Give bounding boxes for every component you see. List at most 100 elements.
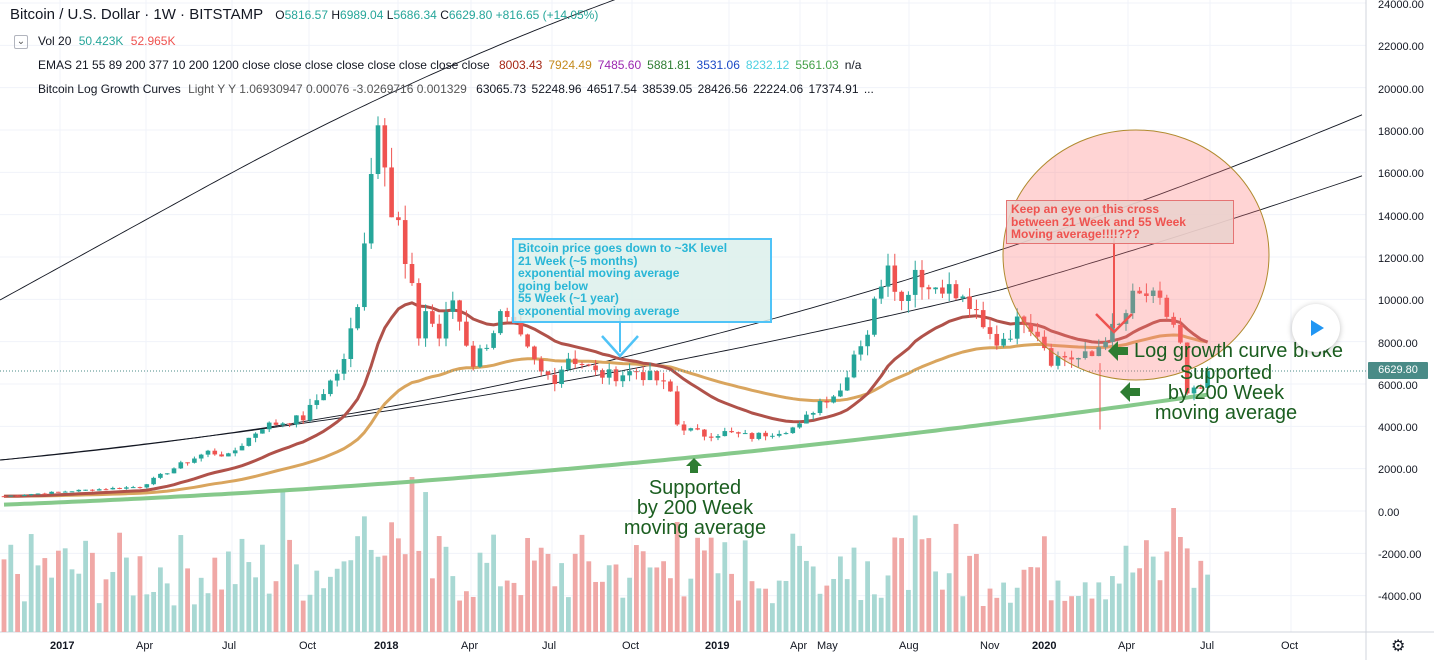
annotation-line: exponential moving average xyxy=(518,303,680,318)
candle-body xyxy=(423,311,428,339)
price-tick-label: -2000.00 xyxy=(1378,549,1422,561)
volume-bar xyxy=(198,577,204,632)
candle-body xyxy=(878,286,884,299)
volume-bar xyxy=(1178,537,1183,632)
volume-bar xyxy=(926,538,932,632)
volume-bar xyxy=(1198,560,1204,632)
candle-body xyxy=(831,396,836,403)
annotation-line: Supported xyxy=(1179,362,1273,384)
time-tick-label: Jul xyxy=(1200,640,1215,652)
volume-bar xyxy=(1,559,7,632)
price-tick-label: 12000.00 xyxy=(1378,253,1424,265)
volume-bar xyxy=(253,577,258,632)
emas-label: EMAS 21 55 89 200 377 10 200 1200 close … xyxy=(38,58,490,72)
candle-body xyxy=(328,380,333,395)
volume-bar xyxy=(321,588,326,632)
volume-bar xyxy=(15,573,20,632)
volume-bar xyxy=(804,560,809,632)
volume-bar xyxy=(647,567,653,632)
time-tick-label: Oct xyxy=(299,640,317,652)
volume-bar xyxy=(1144,540,1149,632)
candle-body xyxy=(226,453,231,457)
volume-bar xyxy=(144,594,150,632)
volume-bar xyxy=(838,556,843,632)
annotation-support-2019[interactable]: Supported by 200 Week moving average xyxy=(612,478,778,538)
annotation-line: going below xyxy=(518,278,588,293)
annotation-ema-cross-2020[interactable]: Keep an eye on this cross between 21 Wee… xyxy=(1006,200,1234,244)
candle-body xyxy=(35,493,41,495)
price-tick-label: 24000.00 xyxy=(1378,0,1424,11)
candle-body xyxy=(1096,347,1102,357)
time-tick-label: Oct xyxy=(1281,640,1299,652)
play-button[interactable] xyxy=(1292,304,1340,352)
volume-bar xyxy=(402,554,408,632)
volume-bar xyxy=(341,561,347,632)
collapse-toggle-icon[interactable]: ⌄ xyxy=(14,34,28,49)
volume-bar xyxy=(314,570,320,632)
volume-bar xyxy=(749,581,755,632)
candle-body xyxy=(355,307,360,329)
candle-body xyxy=(1082,351,1088,358)
candle-body xyxy=(770,435,775,437)
candle-body xyxy=(756,432,762,439)
volume-bar xyxy=(22,601,27,632)
candle-body xyxy=(300,415,306,421)
candle-body xyxy=(613,369,619,382)
annotation-support-2020[interactable]: Supported by 200 Week moving average xyxy=(1142,363,1310,423)
volume-bar xyxy=(770,603,775,632)
volume-bar xyxy=(1184,548,1190,632)
price-tick-label: 16000.00 xyxy=(1378,168,1424,180)
candle-body xyxy=(525,334,530,347)
volume-bar xyxy=(307,594,313,632)
price-tick-label: 0.00 xyxy=(1378,507,1400,519)
time-tick-label: Apr xyxy=(1118,640,1136,652)
volume-bar xyxy=(28,534,34,632)
volume-bar xyxy=(790,533,796,632)
annotation-line: moving average xyxy=(1154,402,1298,424)
candle-body xyxy=(668,381,673,392)
volume-bar xyxy=(151,591,156,632)
candle-body xyxy=(722,431,728,437)
volume-bar xyxy=(613,564,619,632)
ema-value: 5881.81 xyxy=(647,58,691,72)
annotation-line: Moving average!!!!??? xyxy=(1011,227,1140,241)
candle-body xyxy=(579,363,585,365)
candle-body xyxy=(967,296,972,310)
candle-body xyxy=(260,429,265,434)
vol-value-1: 50.423K xyxy=(78,34,124,48)
candle-body xyxy=(239,445,245,451)
annotation-log-growth-broke[interactable]: Log growth curve broke xyxy=(1134,340,1344,362)
volume-bar xyxy=(42,558,48,632)
time-tick-label: Apr xyxy=(136,640,154,652)
candle-body xyxy=(164,473,170,475)
volume-legend[interactable]: ⌄ Vol 20 50.423K 52.965K xyxy=(14,34,176,49)
emas-legend[interactable]: EMAS 21 55 89 200 377 10 200 1200 close … xyxy=(38,58,861,72)
candle-body xyxy=(824,400,830,403)
volume-bar xyxy=(1157,580,1163,632)
volume-bar xyxy=(600,581,605,632)
candle-body xyxy=(178,462,184,469)
volume-bar xyxy=(1082,582,1088,632)
volume-bar xyxy=(164,583,170,632)
annotation-ema-cross-2018[interactable]: Bitcoin price goes down to ~3K level 21 … xyxy=(512,238,772,323)
annotation-line: 21 Week (~5 months) xyxy=(518,253,638,268)
candle-body xyxy=(219,454,224,457)
volume-bar xyxy=(1137,568,1142,632)
candle-body xyxy=(518,322,524,335)
candle-body xyxy=(776,433,782,436)
candle-body xyxy=(1198,387,1204,389)
volume-bar xyxy=(382,555,388,632)
volume-bar xyxy=(858,600,864,632)
candle-body xyxy=(15,495,20,497)
log-growth-legend[interactable]: Bitcoin Log Growth Curves Light Y Y 1.06… xyxy=(38,82,874,96)
volume-bar xyxy=(375,556,381,632)
candle-body xyxy=(742,433,748,435)
annotation-line: moving average xyxy=(623,517,767,539)
time-tick-label: 2017 xyxy=(50,640,75,652)
candle-body xyxy=(1157,290,1163,298)
volume-bar xyxy=(1089,598,1095,632)
candle-body xyxy=(321,394,326,401)
gear-icon[interactable]: ⚙ xyxy=(1391,638,1406,655)
volume-bar xyxy=(946,573,952,632)
